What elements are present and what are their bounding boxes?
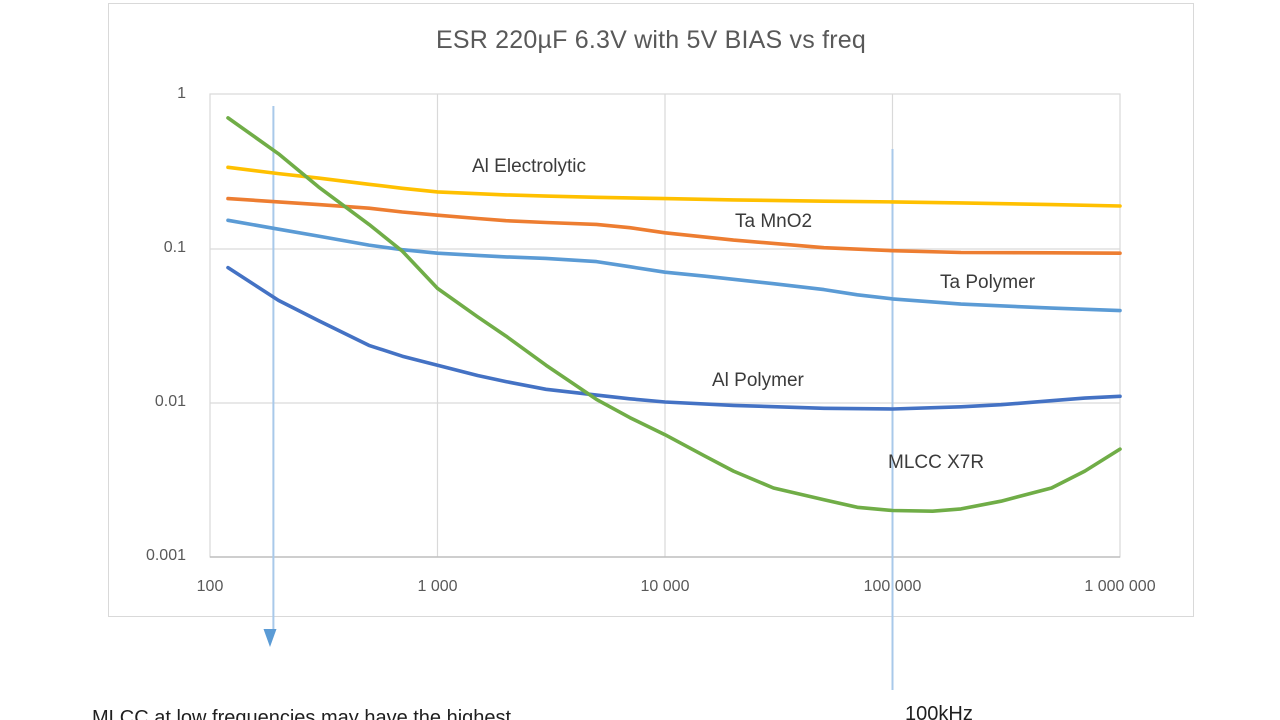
down-arrow-icon (263, 629, 277, 647)
series-line-al-electrolytic (226, 165, 1122, 208)
low-freq-annotation-line1: MLCC at low frequencies may have the hig… (92, 707, 512, 720)
x-tick-10000: 10 000 (640, 578, 690, 595)
series-line-al-polymer (226, 265, 1122, 411)
x-tick-1000: 1 000 (417, 578, 458, 595)
data-series (226, 116, 1122, 514)
series-label-ta-mno2: Ta MnO2 (735, 211, 813, 232)
gridlines (209, 93, 1121, 558)
series-line-ta-polymer (226, 218, 1122, 313)
chart-title: ESR 220µF 6.3V with 5V BIAS vs freq (436, 26, 866, 54)
series-label-mlcc-x7r: MLCC X7R (888, 452, 985, 473)
spec-limit-annotation-line1: 100kHz (905, 703, 973, 720)
series-line-ta-mno2 (226, 196, 1122, 255)
x-tick-1000000: 1 000 000 (1084, 578, 1156, 595)
series-line-mlcc-x7r (226, 116, 1122, 514)
spec-limit-annotation: 100kHz ESR specification limit (905, 644, 1108, 720)
x-tick-100: 100 (196, 578, 224, 595)
series-label-ta-polymer: Ta Polymer (940, 272, 1036, 293)
y-tick-0.01: 0.01 (154, 393, 186, 410)
series-label-al-electrolytic: Al Electrolytic (472, 156, 587, 177)
series-label-al-polymer: Al Polymer (712, 370, 804, 391)
y-tick-0.1: 0.1 (163, 239, 186, 256)
x-tick-100000: 100 000 (863, 578, 922, 595)
chart-frame (108, 3, 1194, 617)
y-tick-0.001: 0.001 (145, 547, 186, 564)
y-tick-1: 1 (177, 85, 186, 102)
low-freq-annotation: MLCC at low frequencies may have the hig… (92, 648, 511, 720)
